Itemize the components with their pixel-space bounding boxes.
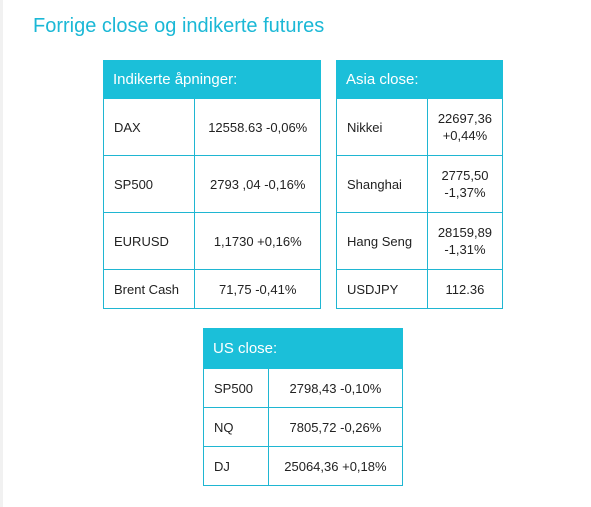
close-price: 2775,50 [441,168,489,183]
table-row: SP500 2798,43 -0,10% [203,368,404,408]
table-row: SP500 2793 ,04 -0,16% [102,155,321,213]
table-row: NQ 7805,72 -0,26% [203,407,404,447]
instrument-name: USDJPY [336,269,428,309]
asia-close-header: Asia close: [336,60,503,99]
indikerte-apninger-header: Indikerte åpninger: [103,60,321,99]
table-row: DJ 25064,36 +0,18% [203,446,404,486]
instrument-name: Nikkei [336,98,428,156]
close-price: 22697,36 [437,111,493,126]
close-price: 28159,89 [437,225,493,240]
instrument-value: 25064,36 +0,18% [267,446,404,486]
instrument-value-cell: 22697,36 +0,44% [426,98,504,156]
indikerte-apninger-table: Indikerte åpninger: DAX 12558.63 -0,06% … [102,60,321,309]
instrument-value: 71,75 -0,41% [194,269,321,309]
page-title: Forrige close og indikerte futures [33,15,325,37]
table-row: Brent Cash 71,75 -0,41% [102,269,321,309]
instrument-value: 12558.63 -0,06% [194,98,321,156]
table-header-row: Asia close: [336,60,503,99]
us-close-header: US close: [203,328,403,369]
instrument-name: Shanghai [336,155,428,213]
table-row: Nikkei 22697,36 +0,44% [336,98,504,156]
instrument-name: DAX [102,98,196,156]
instrument-value: 7805,72 -0,26% [267,407,404,447]
table-row: EURUSD 1,1730 +0,16% [102,212,321,270]
asia-close-table: Asia close: Nikkei 22697,36 +0,44% Shang… [336,60,504,309]
instrument-value-cell: 28159,89 -1,31% [426,212,504,270]
table-row: USDJPY 112.36 [336,269,504,309]
instrument-name: Brent Cash [102,269,196,309]
table-row: Hang Seng 28159,89 -1,31% [336,212,504,270]
instrument-name: NQ [203,407,269,447]
instrument-name: SP500 [102,155,196,213]
instrument-value: 112.36 [426,269,504,309]
instrument-value: 1,1730 +0,16% [194,212,321,270]
left-edge-divider [0,0,3,507]
change-percent: +0,44% [442,128,488,143]
change-percent: -1,37% [444,185,486,200]
table-row: Shanghai 2775,50 -1,37% [336,155,504,213]
instrument-value-cell: 2775,50 -1,37% [426,155,504,213]
instrument-name: EURUSD [102,212,196,270]
us-close-table: US close: SP500 2798,43 -0,10% NQ 7805,7… [203,328,404,486]
table-header-row: Indikerte åpninger: [103,60,321,99]
table-row: DAX 12558.63 -0,06% [102,98,321,156]
table-header-row: US close: [203,328,403,369]
change-percent: -1,31% [444,242,486,257]
instrument-name: SP500 [203,368,269,408]
instrument-name: DJ [203,446,269,486]
instrument-value: 2798,43 -0,10% [267,368,404,408]
instrument-name: Hang Seng [336,212,428,270]
instrument-value: 2793 ,04 -0,16% [194,155,321,213]
